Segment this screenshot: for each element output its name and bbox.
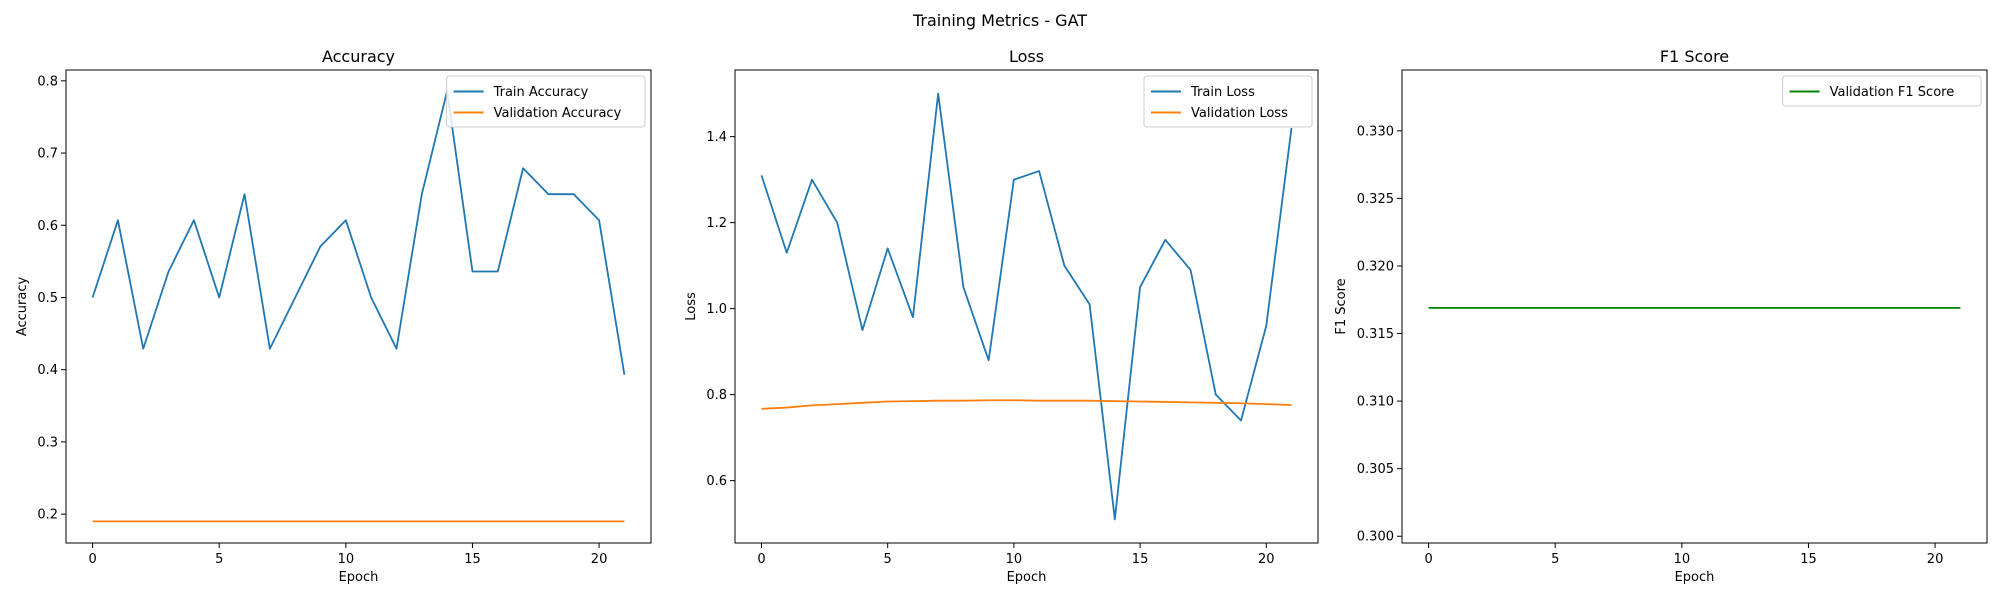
y-tick-label: 0.2 (37, 508, 58, 523)
y-tick-label: 0.300 (1357, 530, 1394, 545)
legend-entry: Train Accuracy (493, 85, 589, 100)
x-tick-label: 0 (88, 552, 96, 567)
subplot-title: Loss (1009, 47, 1044, 66)
y-tick-label: 0.8 (706, 388, 727, 403)
legend: Train Loss Validation Loss (1143, 75, 1313, 128)
x-tick-label: 0 (1424, 552, 1432, 567)
legend-entry: Validation Loss (1191, 106, 1288, 121)
y-tick-label: 0.310 (1357, 395, 1394, 410)
y-tick-label: 0.6 (706, 474, 727, 489)
figure-suptitle: Training Metrics - GAT (912, 11, 1087, 30)
y-tick-label: 1.2 (706, 216, 727, 231)
legend-box (1782, 75, 1982, 107)
y-axis-label: Loss (684, 292, 699, 321)
legend-entry: Validation F1 Score (1830, 85, 1955, 100)
x-axis-label: Epoch (1007, 570, 1047, 585)
y-tick-label: 0.330 (1357, 124, 1394, 139)
x-tick-label: 20 (591, 552, 608, 567)
y-tick-label: 1.4 (706, 130, 727, 145)
y-tick-label: 0.3 (37, 435, 58, 450)
x-tick-label: 0 (757, 552, 765, 567)
legend: Validation F1 Score (1782, 75, 1982, 107)
x-tick-label: 10 (1674, 552, 1691, 567)
x-tick-label: 20 (1927, 552, 1944, 567)
y-tick-label: 0.5 (37, 291, 58, 306)
y-tick-label: 0.325 (1357, 192, 1394, 207)
legend: Train Accuracy Validation Accuracy (446, 75, 646, 128)
x-tick-label: 5 (884, 552, 892, 567)
legend-box (1143, 75, 1313, 128)
axes-frame (65, 69, 652, 544)
subplot-1: Accuracy 0 5 10 15 20 0.2 0.3 0.4 0.5 0.6 0.7 0.8 Epo… (15, 47, 652, 585)
y-tick-label: 0.6 (37, 219, 58, 234)
y-tick-label: 1.0 (706, 302, 727, 317)
legend-entry: Train Loss (1190, 85, 1255, 100)
y-tick-label: 0.4 (37, 363, 58, 378)
x-axis-label: Epoch (339, 570, 379, 585)
x-tick-label: 15 (464, 552, 481, 567)
subplot-title: F1 Score (1660, 47, 1729, 66)
x-tick-label: 15 (1800, 552, 1817, 567)
y-tick-label: 0.8 (37, 74, 58, 89)
y-axis-label: Accuracy (15, 277, 30, 337)
x-tick-label: 10 (1006, 552, 1023, 567)
legend-entry: Validation Accuracy (494, 106, 622, 121)
axes-frame (1401, 69, 1988, 544)
x-axis-label: Epoch (1675, 570, 1715, 585)
axes-frame (734, 69, 1319, 544)
subplot-title: Accuracy (322, 47, 395, 66)
subplot-2: Loss 0 5 10 15 20 0.6 0.8 1.0 1.2 1.4 Epoch Loss Trai… (684, 47, 1319, 585)
x-tick-label: 10 (338, 552, 355, 567)
x-tick-label: 5 (1551, 552, 1559, 567)
series-line-1 (91, 90, 626, 375)
y-axis-label: F1 Score (1334, 278, 1349, 334)
x-tick-label: 15 (1132, 552, 1149, 567)
series-line-1 (760, 92, 1293, 521)
y-tick-label: 0.7 (37, 147, 58, 162)
legend-box (446, 75, 646, 128)
series-line-2 (761, 399, 1292, 410)
y-tick-label: 0.315 (1357, 327, 1394, 342)
y-tick-label: 0.320 (1357, 259, 1394, 274)
y-tick-label: 0.305 (1357, 462, 1394, 477)
x-tick-label: 20 (1258, 552, 1275, 567)
x-tick-label: 5 (215, 552, 223, 567)
subplot-3: F1 Score 0 5 10 15 20 0.300 0.305 0.310 0.315 0.32… (1334, 47, 1988, 585)
